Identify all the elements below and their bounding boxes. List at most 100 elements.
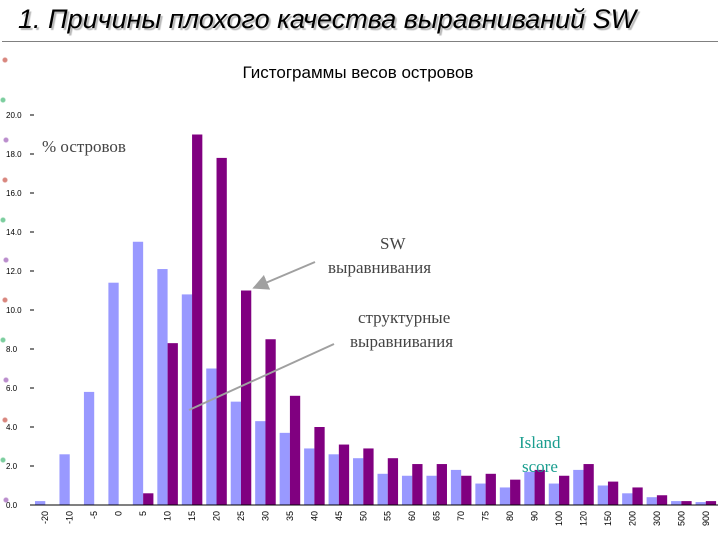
bar-series1 xyxy=(279,432,290,505)
bar-series2 xyxy=(387,458,399,505)
y-tick-label: 18.0 xyxy=(6,150,22,159)
bar-series1 xyxy=(132,241,144,505)
y-tick-label: 12.0 xyxy=(6,267,22,276)
bar-series2 xyxy=(167,343,178,505)
x-tick-label: 5 xyxy=(138,511,148,516)
bar-series2 xyxy=(216,157,227,505)
bar-series2 xyxy=(485,473,496,505)
x-tick-label: 35 xyxy=(285,511,295,521)
annotation-island-line1: Island xyxy=(519,433,561,452)
bar-series1 xyxy=(450,469,462,505)
bar-series1 xyxy=(499,487,511,505)
bar-series1 xyxy=(83,391,95,505)
bar-series1 xyxy=(426,475,437,505)
x-tick-label: 15 xyxy=(187,511,197,521)
bar-series1 xyxy=(573,469,584,505)
x-tick-label: 70 xyxy=(456,511,466,521)
x-tick-label: 20 xyxy=(211,511,221,521)
x-tick-label: 75 xyxy=(481,511,491,521)
y-tick-label: 8.0 xyxy=(6,345,18,354)
bar-series2 xyxy=(289,395,301,505)
chart-title: Гистограммы весов островов xyxy=(243,63,474,82)
bar-series2 xyxy=(632,487,643,505)
x-tick-label: 300 xyxy=(652,511,662,526)
bar-series2 xyxy=(510,479,521,505)
bar-series2 xyxy=(534,469,545,505)
x-tick-label: -20 xyxy=(40,511,50,524)
x-tick-label: 0 xyxy=(114,511,124,516)
bars xyxy=(35,134,717,505)
y-axis: 0.0 2.0 4.0 6.0 8.0 10.0 12.0 14.0 16.0 18.0 20.0 xyxy=(6,111,34,510)
bar-series2 xyxy=(681,501,692,505)
annotation-sw-line2: выравнивания xyxy=(328,258,431,277)
bar-series2 xyxy=(412,464,423,505)
annotation-struct-line xyxy=(188,343,335,411)
bar-series1 xyxy=(646,497,657,505)
bar-series2 xyxy=(656,495,668,505)
bar-series1 xyxy=(377,473,388,505)
bar-series2 xyxy=(363,448,374,505)
bar-series1 xyxy=(695,502,706,505)
y-tick-label: 20.0 xyxy=(6,111,22,120)
bar-series1 xyxy=(206,368,217,505)
bar-series2 xyxy=(143,493,154,505)
x-tick-label: 10 xyxy=(163,511,173,521)
bar-series1 xyxy=(35,501,46,505)
x-tick-label: 100 xyxy=(554,511,564,526)
bar-series2 xyxy=(607,481,619,505)
x-tick-label: 25 xyxy=(236,511,246,521)
annotation-struct-line1: структурные xyxy=(358,308,450,327)
bar-series2 xyxy=(314,427,325,505)
bar-series2 xyxy=(461,475,472,505)
bar-series1 xyxy=(230,401,241,505)
bar-series1 xyxy=(304,448,315,505)
x-tick-label: 80 xyxy=(505,511,515,521)
bar-series1 xyxy=(255,421,266,505)
x-tick-label: 120 xyxy=(578,511,588,526)
annotation-sw-arrow xyxy=(252,261,316,290)
x-tick-label: -5 xyxy=(89,511,99,519)
title-divider xyxy=(2,41,718,42)
bar-series1 xyxy=(401,475,413,505)
x-tick-label: -10 xyxy=(65,511,75,524)
x-tick-label: 90 xyxy=(530,511,540,521)
y-axis-label: % островов xyxy=(42,137,126,156)
y-tick-label: 10.0 xyxy=(6,306,22,315)
bar-series2 xyxy=(192,134,203,505)
bar-series1 xyxy=(181,294,193,505)
bar-series1 xyxy=(622,493,633,505)
x-tick-label: 45 xyxy=(334,511,344,521)
x-tick-label: 50 xyxy=(358,511,368,521)
bar-series1 xyxy=(524,471,535,505)
y-tick-label: 4.0 xyxy=(6,423,18,432)
bar-series1 xyxy=(597,485,608,505)
bar-series2 xyxy=(436,464,447,505)
bar-series2 xyxy=(338,444,350,505)
y-tick-label: 2.0 xyxy=(6,462,18,471)
annotation-island-line2: score xyxy=(522,457,558,476)
annotation-sw-line1: SW xyxy=(380,234,406,253)
x-tick-label: 900 xyxy=(701,511,711,526)
bar-series1 xyxy=(157,269,168,505)
y-tick-label: 14.0 xyxy=(6,228,22,237)
x-tick-label: 30 xyxy=(260,511,270,521)
bar-series1 xyxy=(353,458,364,505)
x-tick-label: 150 xyxy=(603,511,613,526)
x-tick-label: 60 xyxy=(407,511,417,521)
x-tick-label: 40 xyxy=(309,511,319,521)
bar-series1 xyxy=(548,483,560,505)
decorative-side-strip xyxy=(0,30,10,510)
slide-title: 1. Причины плохого качества выравниваний… xyxy=(18,4,637,34)
x-axis: -20 -10 -5 0 5 10 15 20 25 30 35 40 45 50 55 60 65 70 75 80… xyxy=(33,504,718,526)
y-tick-label: 6.0 xyxy=(6,384,18,393)
x-tick-label: 55 xyxy=(383,511,393,521)
bar-series1 xyxy=(108,282,119,505)
x-tick-label: 200 xyxy=(627,511,637,526)
x-tick-label: 500 xyxy=(676,511,686,526)
x-tick-label: 65 xyxy=(432,511,442,521)
bar-series1 xyxy=(328,454,339,505)
bar-series1 xyxy=(671,501,682,505)
bar-series2 xyxy=(240,290,252,505)
annotation-struct-line2: выравнивания xyxy=(350,332,453,351)
